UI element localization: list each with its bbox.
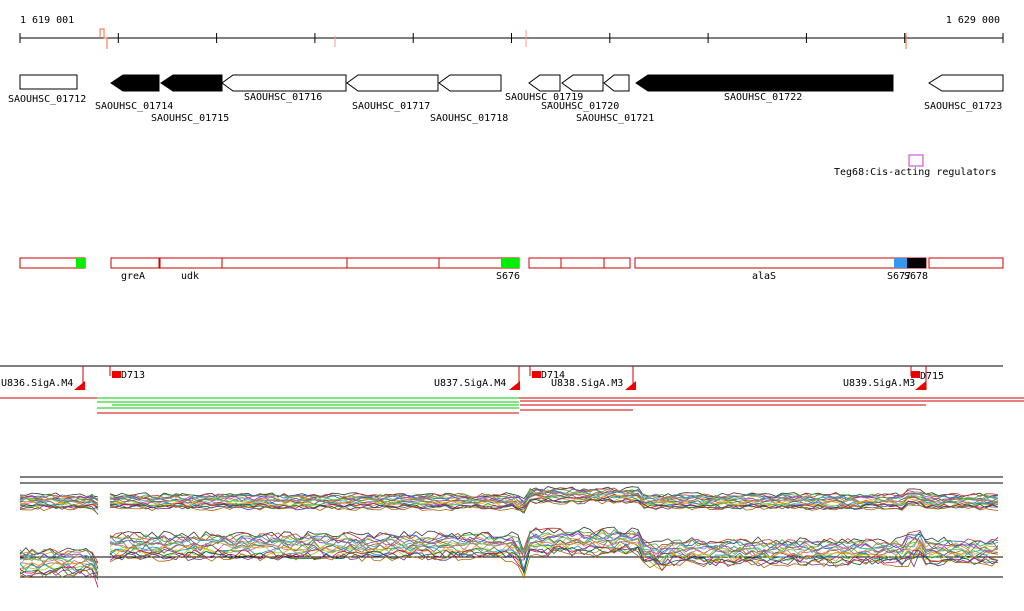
transcript-arrowhead bbox=[74, 381, 85, 390]
feature-segment[interactable] bbox=[221, 257, 348, 269]
regulator-label: Teg68:Cis-acting regulators bbox=[834, 167, 997, 178]
marker-label: D713 bbox=[121, 370, 145, 381]
feature-segment[interactable] bbox=[159, 257, 223, 269]
gene-arrow[interactable] bbox=[438, 74, 502, 92]
ruler-ticks bbox=[19, 33, 1004, 43]
gene-arrow[interactable] bbox=[528, 74, 561, 92]
gene-label: SAOUHSC_01712 bbox=[8, 94, 86, 105]
feature-segment[interactable] bbox=[110, 257, 160, 269]
gene-label: SAOUHSC_01722 bbox=[724, 92, 802, 103]
gene-label: SAOUHSC_01723 bbox=[924, 101, 1002, 112]
marker-square[interactable] bbox=[112, 371, 121, 378]
expression-trace bbox=[19, 545, 999, 588]
feature-segment[interactable] bbox=[928, 257, 1004, 269]
end-coordinate: 1 629 000 bbox=[946, 15, 1000, 26]
feature-block-s676[interactable] bbox=[501, 258, 519, 268]
expression-trace bbox=[19, 493, 999, 508]
feature-segment[interactable] bbox=[19, 257, 86, 269]
feature-label: S676 bbox=[496, 271, 520, 282]
transcript-arrowhead bbox=[915, 381, 926, 390]
gene-name-label: udk bbox=[181, 271, 199, 282]
gene-arrow[interactable] bbox=[603, 74, 630, 92]
gene-arrow[interactable] bbox=[561, 74, 604, 92]
marker-label: D715 bbox=[920, 371, 944, 382]
expression-trace bbox=[19, 534, 999, 568]
gene-label: SAOUHSC_01721 bbox=[576, 113, 654, 124]
gene-arrow[interactable] bbox=[160, 74, 223, 92]
gene-label: SAOUHSC_01720 bbox=[541, 101, 619, 112]
marker-square[interactable] bbox=[532, 371, 541, 378]
gene-name-label: greA bbox=[121, 271, 145, 282]
feature-block-green[interactable] bbox=[76, 258, 85, 268]
gene-arrow[interactable] bbox=[346, 74, 439, 92]
expression-trace bbox=[19, 535, 999, 565]
gene-label: SAOUHSC_01715 bbox=[151, 113, 229, 124]
feature-track: greA udk alaS S676 S677 S678 bbox=[19, 257, 1004, 282]
gene-arrow[interactable] bbox=[19, 74, 78, 90]
expression-profile-track bbox=[19, 476, 1003, 588]
expression-trace bbox=[19, 530, 999, 574]
gene-label: SAOUHSC_01718 bbox=[430, 113, 508, 124]
feature-segment[interactable] bbox=[560, 257, 605, 269]
feature-label: S678 bbox=[904, 271, 928, 282]
expression-trace bbox=[19, 487, 999, 503]
start-coordinate: 1 619 001 bbox=[20, 15, 74, 26]
feature-segment[interactable] bbox=[603, 257, 631, 269]
gene-arrow[interactable] bbox=[635, 74, 894, 92]
profile-lines bbox=[19, 486, 999, 588]
gene-arrow[interactable] bbox=[110, 74, 160, 92]
gene-label: SAOUHSC_01714 bbox=[95, 101, 173, 112]
gene-arrow[interactable] bbox=[221, 74, 347, 92]
ruler-mark bbox=[99, 28, 108, 49]
gene-name-label: alaS bbox=[752, 271, 776, 282]
marker-square[interactable] bbox=[911, 371, 920, 378]
transcript-arrowhead bbox=[625, 381, 636, 390]
gene-label: SAOUHSC_01716 bbox=[244, 92, 322, 103]
transcript-label: U838.SigA.M3 bbox=[551, 378, 623, 389]
transcript-track: D713 D714 D715 U836.SigA.M4 U837.SigA.M4… bbox=[0, 365, 1024, 414]
marker-label: D714 bbox=[541, 370, 565, 381]
gene-label: SAOUHSC_01717 bbox=[352, 101, 430, 112]
expression-trace bbox=[19, 499, 999, 515]
feature-segment[interactable] bbox=[528, 257, 562, 269]
regulator-feature[interactable]: Teg68:Cis-acting regulators bbox=[834, 154, 997, 178]
feature-segment[interactable] bbox=[634, 257, 927, 269]
transcript-arrowhead bbox=[509, 381, 520, 390]
regulator-box[interactable] bbox=[908, 154, 924, 167]
expression-trace bbox=[19, 499, 999, 515]
feature-label: S677 bbox=[887, 271, 911, 282]
transcript-label: U837.SigA.M4 bbox=[434, 378, 506, 389]
expression-trace bbox=[19, 549, 999, 580]
feature-segment[interactable] bbox=[346, 257, 440, 269]
gene-track: SAOUHSC_01712 SAOUHSC_01714 SAOUHSC_0171… bbox=[8, 74, 1004, 124]
coordinate-ruler: 1 619 001 1 629 000 bbox=[19, 15, 1004, 49]
gene-label: SAOUHSC_01719 bbox=[505, 92, 583, 103]
transcript-label: U836.SigA.M4 bbox=[1, 378, 73, 389]
gene-arrow[interactable] bbox=[928, 74, 1004, 92]
feature-block-s678[interactable] bbox=[907, 258, 926, 268]
feature-block-s677[interactable] bbox=[894, 258, 907, 268]
transcript-label: U839.SigA.M3 bbox=[843, 378, 915, 389]
